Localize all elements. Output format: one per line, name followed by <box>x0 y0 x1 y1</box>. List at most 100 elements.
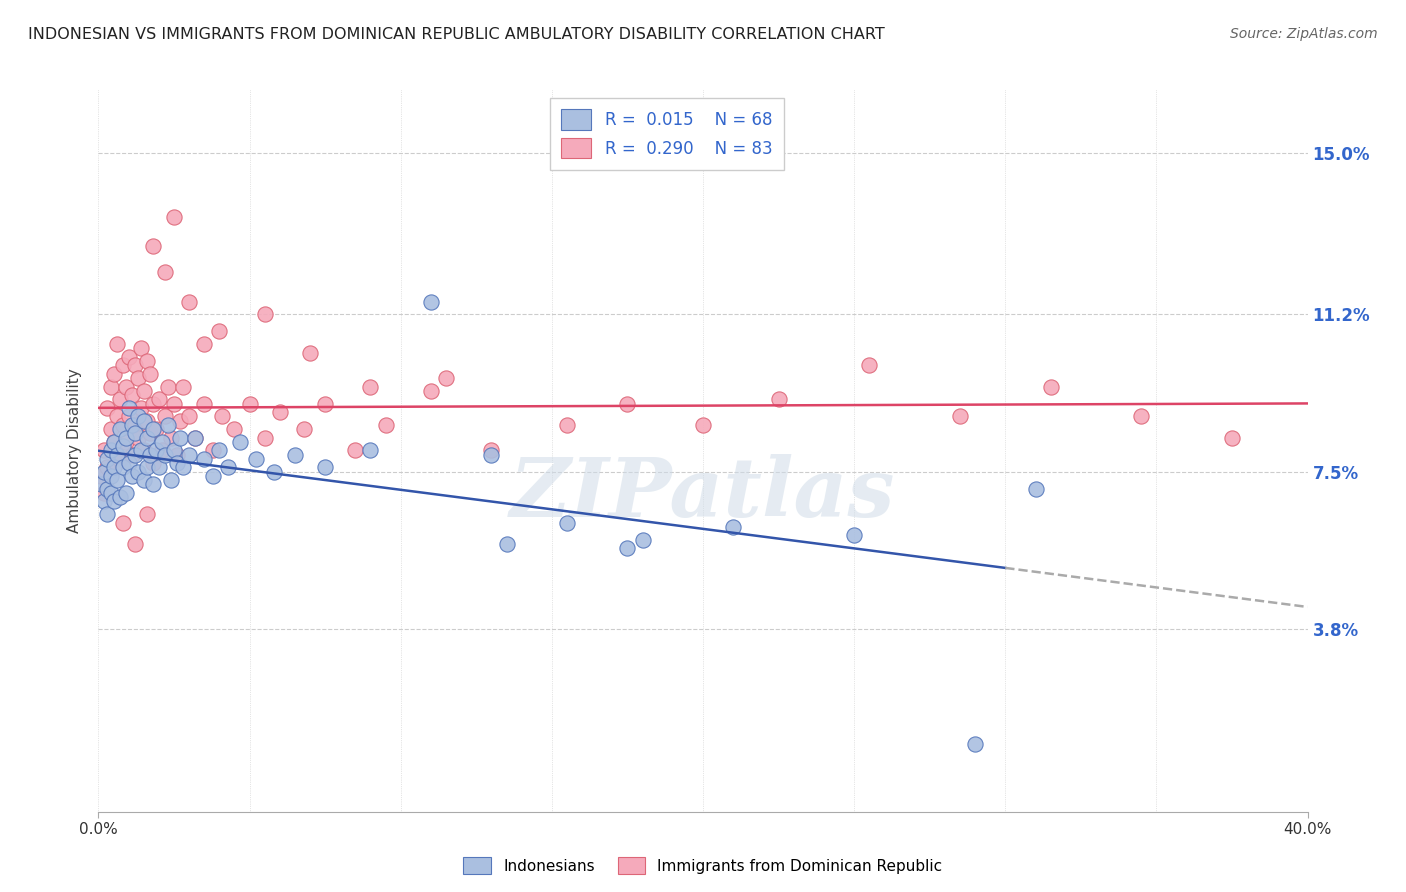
Point <box>135 414 157 428</box>
Point <box>245 452 267 467</box>
Point <box>1220 431 1243 445</box>
Point <box>105 409 128 424</box>
Point <box>114 431 136 445</box>
Point <box>118 456 141 470</box>
Point <box>631 533 654 547</box>
Point <box>135 507 157 521</box>
Point <box>132 443 155 458</box>
Point <box>434 371 457 385</box>
Point <box>114 380 136 394</box>
Point <box>132 414 155 428</box>
Point <box>127 465 149 479</box>
Point <box>193 397 215 411</box>
Point <box>844 528 866 542</box>
Point <box>118 409 141 424</box>
Point <box>121 388 143 402</box>
Point <box>208 325 231 339</box>
Point <box>148 460 170 475</box>
Point <box>90 469 112 483</box>
Point <box>100 422 122 436</box>
Point <box>965 737 987 751</box>
Point <box>108 392 131 407</box>
Point <box>269 405 291 419</box>
Point <box>111 359 134 373</box>
Point <box>105 448 128 462</box>
Point <box>124 426 146 441</box>
Point <box>103 434 125 449</box>
Point <box>124 359 146 373</box>
Point <box>108 422 131 436</box>
Point <box>292 422 315 436</box>
Point <box>142 397 165 411</box>
Point <box>768 392 790 407</box>
Point <box>202 443 225 458</box>
Point <box>211 409 233 424</box>
Point <box>139 367 162 381</box>
Point <box>93 443 115 458</box>
Point <box>1024 482 1046 496</box>
Point <box>172 460 194 475</box>
Point <box>114 486 136 500</box>
Point <box>217 460 239 475</box>
Point <box>93 494 115 508</box>
Point <box>105 473 128 487</box>
Point <box>229 434 252 449</box>
Point <box>135 460 157 475</box>
Point <box>555 417 578 432</box>
Point <box>616 397 638 411</box>
Point <box>495 537 517 551</box>
Point <box>127 431 149 445</box>
Point <box>103 367 125 381</box>
Legend: R =  0.015    N = 68, R =  0.290    N = 83: R = 0.015 N = 68, R = 0.290 N = 83 <box>550 97 785 169</box>
Point <box>150 443 173 458</box>
Point <box>253 431 276 445</box>
Point <box>96 507 118 521</box>
Point <box>93 465 115 479</box>
Point <box>1039 380 1062 394</box>
Point <box>314 397 336 411</box>
Point <box>139 426 162 441</box>
Point <box>172 380 194 394</box>
Point <box>163 397 186 411</box>
Point <box>139 448 162 462</box>
Point <box>108 490 131 504</box>
Point <box>121 417 143 432</box>
Y-axis label: Ambulatory Disability: Ambulatory Disability <box>67 368 83 533</box>
Point <box>299 345 322 359</box>
Point <box>163 210 186 224</box>
Point <box>103 434 125 449</box>
Point <box>129 401 152 415</box>
Point <box>179 409 201 424</box>
Text: INDONESIAN VS IMMIGRANTS FROM DOMINICAN REPUBLIC AMBULATORY DISABILITY CORRELATI: INDONESIAN VS IMMIGRANTS FROM DOMINICAN … <box>28 27 884 42</box>
Point <box>160 431 183 445</box>
Text: ZIPatlas: ZIPatlas <box>510 454 896 533</box>
Point <box>129 443 152 458</box>
Point <box>163 443 186 458</box>
Point <box>142 422 165 436</box>
Point <box>616 541 638 556</box>
Point <box>420 384 443 398</box>
Point <box>169 431 191 445</box>
Point <box>132 473 155 487</box>
Point <box>263 465 285 479</box>
Point <box>193 337 215 351</box>
Point <box>127 409 149 424</box>
Point <box>124 537 146 551</box>
Point <box>96 452 118 467</box>
Point <box>156 417 179 432</box>
Point <box>118 401 141 415</box>
Point <box>100 486 122 500</box>
Point <box>153 265 176 279</box>
Point <box>93 486 115 500</box>
Point <box>184 431 207 445</box>
Point <box>124 448 146 462</box>
Point <box>111 439 134 453</box>
Point <box>100 380 122 394</box>
Point <box>360 380 382 394</box>
Point <box>132 384 155 398</box>
Point <box>96 482 118 496</box>
Point <box>145 443 167 458</box>
Point <box>239 397 262 411</box>
Point <box>193 452 215 467</box>
Point <box>90 477 112 491</box>
